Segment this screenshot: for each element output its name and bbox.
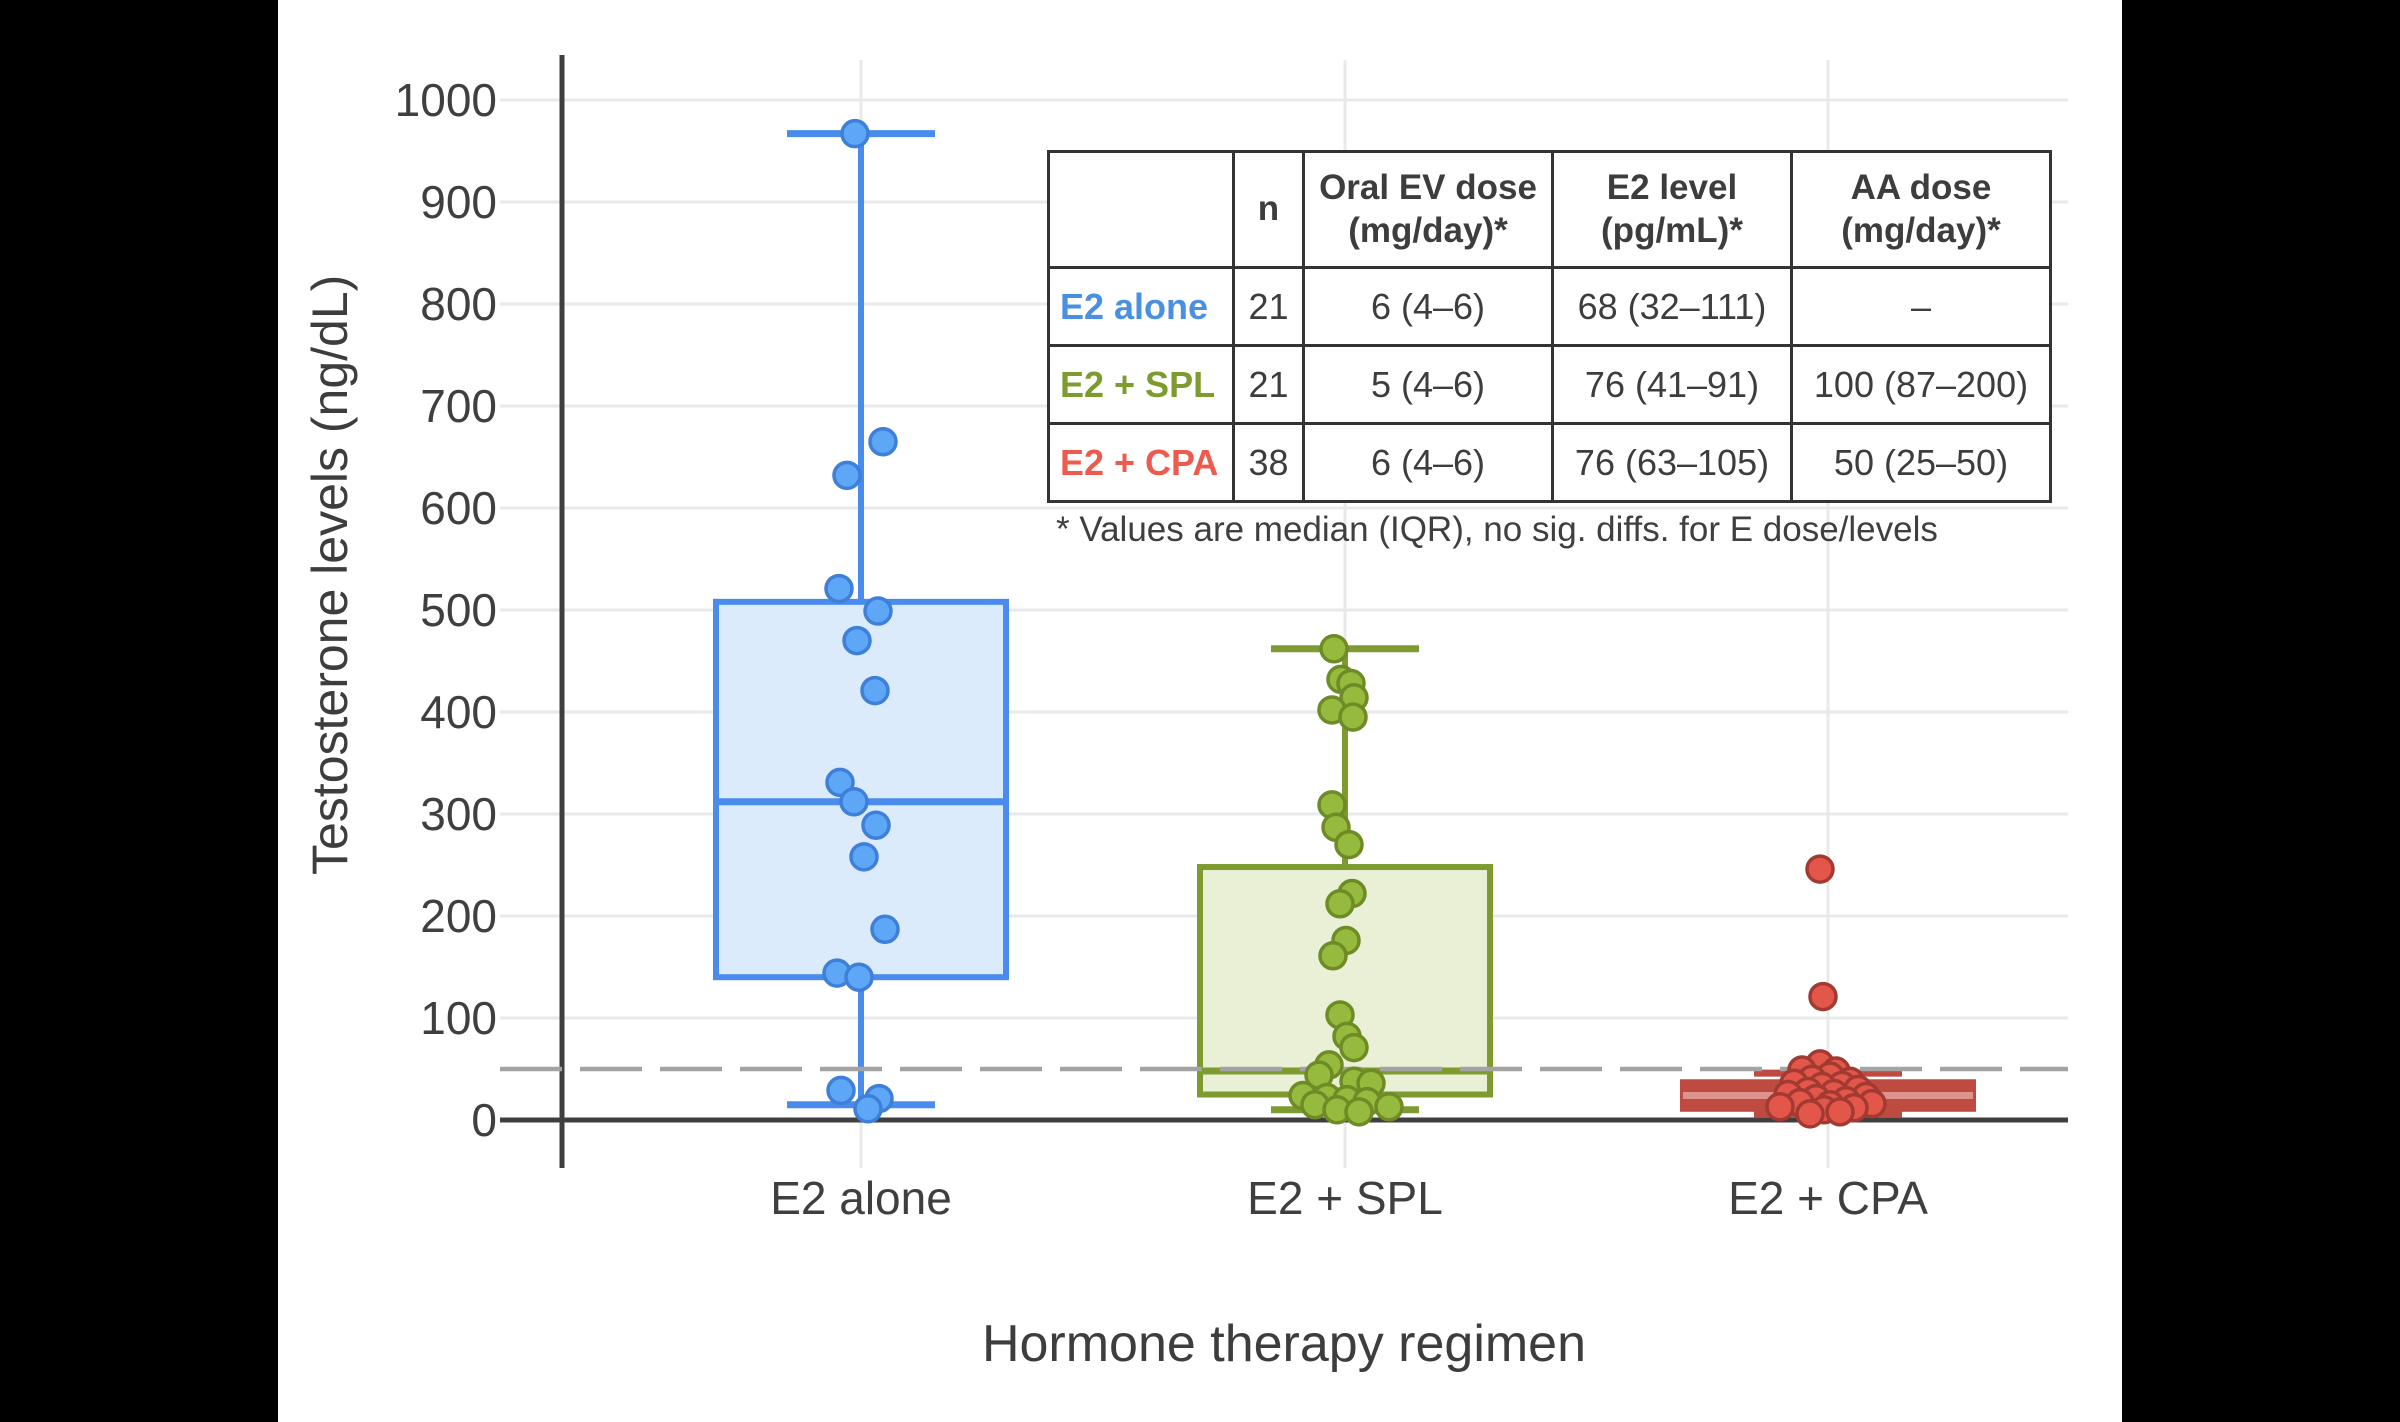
table-cell-ev_dose: 6 (4–6)	[1302, 422, 1554, 503]
data-point-red	[1765, 1091, 1795, 1122]
data-point-green	[1338, 702, 1368, 732]
table-header-blank	[1047, 150, 1235, 269]
x-category-label: E2 + CPA	[1728, 1172, 1928, 1224]
data-point-blue	[825, 767, 855, 798]
table-cell-aa_dose: –	[1790, 266, 2052, 347]
table-cell-n: 21	[1232, 344, 1305, 425]
x-category-label: E2 + SPL	[1247, 1172, 1443, 1224]
data-point-green	[1318, 941, 1348, 971]
data-point-blue	[844, 962, 874, 992]
data-point-blue	[853, 1094, 883, 1124]
y-tick-label: 700	[420, 380, 497, 432]
data-point-red	[1808, 981, 1838, 1012]
data-point-red	[1825, 1097, 1855, 1127]
table-row-label: E2 + CPA	[1047, 422, 1235, 503]
y-tick-label: 600	[420, 482, 497, 534]
data-point-green	[1374, 1091, 1404, 1122]
y-tick-label: 500	[420, 584, 497, 636]
data-point-blue	[832, 460, 862, 491]
table-row-label: E2 alone	[1047, 266, 1235, 347]
table-cell-e2_level: 68 (32–111)	[1551, 266, 1793, 347]
figure-canvas: 0 100 200 300 400 500 600 700 800 900 1000 E2 alone…	[278, 0, 2122, 1422]
data-point-blue	[826, 1075, 856, 1106]
table-row: E2 + CPA 38 6 (4–6) 76 (63–105) 50 (25–50)	[1047, 422, 2052, 503]
data-point-green	[1339, 1032, 1369, 1063]
table-cell-aa_dose: 50 (25–50)	[1790, 422, 2052, 503]
data-point-green	[1344, 1097, 1374, 1127]
data-point-red	[1795, 1099, 1825, 1129]
table-header-cell: E2 level (pg/mL)*	[1551, 150, 1793, 269]
y-tick-label: 300	[420, 788, 497, 840]
table-cell-n: 38	[1232, 422, 1305, 503]
table-header-cell: n	[1232, 150, 1305, 269]
data-point-green	[1319, 634, 1349, 664]
data-point-green	[1334, 829, 1364, 860]
data-point-blue	[839, 787, 869, 817]
table-cell-ev_dose: 6 (4–6)	[1302, 266, 1554, 347]
data-point-green	[1325, 889, 1355, 919]
data-point-blue	[868, 426, 898, 457]
y-axis-title: Testosterone levels (ng/dL)	[302, 274, 358, 876]
y-tick-label: 0	[471, 1094, 497, 1146]
letterbox-left	[0, 0, 278, 1422]
table-row: E2 + SPL 21 5 (4–6) 76 (41–91) 100 (87–200)	[1047, 344, 2052, 425]
table-header-cell: AA dose (mg/day)*	[1790, 150, 2052, 269]
summary-table: n Oral EV dose (mg/day)* E2 level (pg/mL)*…	[1047, 150, 2052, 503]
y-tick-label: 800	[420, 278, 497, 330]
data-point-blue	[840, 118, 870, 149]
table-cell-aa_dose: 100 (87–200)	[1790, 344, 2052, 425]
letterbox-right	[2122, 0, 2400, 1422]
table-header-row: n Oral EV dose (mg/day)* E2 level (pg/mL)*…	[1047, 150, 2052, 269]
table-cell-n: 21	[1232, 266, 1305, 347]
data-point-blue	[861, 810, 891, 840]
table-row: E2 alone 21 6 (4–6) 68 (32–111) –	[1047, 266, 2052, 347]
summary-table-container: n Oral EV dose (mg/day)* E2 level (pg/mL)*…	[1047, 150, 2052, 503]
table-footnote: * Values are median (IQR), no sig. diffs…	[1056, 510, 1938, 549]
table-cell-e2_level: 76 (41–91)	[1551, 344, 1793, 425]
data-point-blue	[824, 573, 854, 604]
data-point-blue	[842, 625, 872, 656]
data-point-blue	[863, 596, 893, 626]
y-tick-label: 1000	[395, 74, 497, 126]
table-row-label: E2 + SPL	[1047, 344, 1235, 425]
data-point-blue	[870, 914, 900, 945]
x-axis-title: Hormone therapy regimen	[981, 1315, 1587, 1373]
data-point-red	[1805, 854, 1835, 884]
data-point-blue	[860, 675, 890, 706]
table-header-cell: Oral EV dose (mg/day)*	[1302, 150, 1554, 269]
y-tick-label: 900	[420, 176, 497, 228]
table-cell-ev_dose: 5 (4–6)	[1302, 344, 1554, 425]
data-point-blue	[849, 842, 879, 872]
y-tick-label: 100	[420, 992, 497, 1044]
y-tick-label: 200	[420, 890, 497, 942]
x-category-label: E2 alone	[770, 1172, 952, 1224]
table-cell-e2_level: 76 (63–105)	[1551, 422, 1793, 503]
y-tick-label: 400	[420, 686, 497, 738]
